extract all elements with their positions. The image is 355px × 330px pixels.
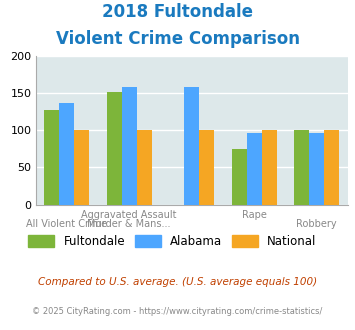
Text: 2018 Fultondale: 2018 Fultondale	[102, 3, 253, 21]
Bar	[294, 130, 309, 205]
Bar	[122, 87, 137, 205]
Bar	[262, 130, 277, 205]
Text: All Violent Crime: All Violent Crime	[26, 219, 107, 229]
Bar	[324, 130, 339, 205]
Text: Rape: Rape	[242, 210, 267, 219]
Bar	[309, 133, 324, 205]
Text: Robbery: Robbery	[296, 219, 337, 229]
Text: Compared to U.S. average. (U.S. average equals 100): Compared to U.S. average. (U.S. average …	[38, 277, 317, 287]
Text: Aggravated Assault: Aggravated Assault	[81, 210, 177, 219]
Text: Violent Crime Comparison: Violent Crime Comparison	[55, 30, 300, 48]
Bar	[199, 130, 214, 205]
Bar	[44, 110, 59, 205]
Bar	[247, 133, 262, 205]
Bar	[59, 103, 74, 205]
Legend: Fultondale, Alabama, National: Fultondale, Alabama, National	[24, 230, 321, 253]
Bar	[74, 130, 89, 205]
Text: Murder & Mans...: Murder & Mans...	[87, 219, 171, 229]
Text: © 2025 CityRating.com - https://www.cityrating.com/crime-statistics/: © 2025 CityRating.com - https://www.city…	[32, 307, 323, 316]
Bar	[107, 92, 122, 205]
Bar	[137, 130, 152, 205]
Bar	[232, 149, 247, 205]
Bar	[184, 87, 199, 205]
